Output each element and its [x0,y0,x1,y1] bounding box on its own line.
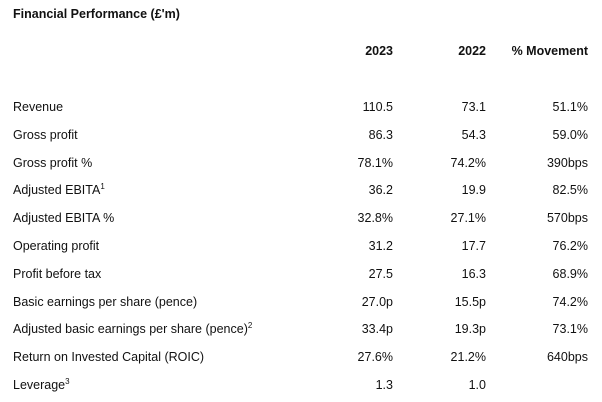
value-2023: 78.1% [357,155,393,170]
column-header-2023: 2023 [365,44,393,58]
value-2022: 19.9 [461,183,486,198]
table-row-leverage: Leverage3 1.3 1.0 [0,374,602,402]
row-label-text: Gross profit % [13,155,93,170]
row-label-text: Profit before tax [13,266,102,281]
value-2022: 54.3 [461,127,486,142]
table-title: Financial Performance (£'m) [13,7,180,21]
value-movement: 76.2% [552,238,588,253]
row-label-text: Gross profit [13,127,78,142]
row-label: Gross profit % [13,156,92,170]
row-label-text: Adjusted EBITA % [13,211,115,226]
value-movement: 74.2% [552,294,588,309]
value-movement: 82.5% [552,183,588,198]
table-row-adjusted-ebita: Adjusted EBITA1 36.2 19.9 82.5% [0,179,602,207]
row-label-text: Return on Invested Capital (ROIC) [13,350,205,365]
value-2023: 1.3 [375,377,393,392]
row-label: Profit before tax [13,267,101,281]
value-2022: 17.7 [461,238,486,253]
row-label: Adjusted EBITA % [13,211,114,225]
value-2023: 33.4p [361,322,393,337]
row-label: Gross profit [13,128,78,142]
value-2022: 16.3 [461,266,486,281]
value-2022: 27.1% [450,211,486,226]
value-movement: 73.1% [552,322,588,337]
value-movement: 51.1% [552,100,588,114]
row-label-text: Adjusted basic earnings per share (pence… [13,322,248,337]
value-2023: 27.5 [368,266,393,281]
table-row-adjusted-basic-eps: Adjusted basic earnings per share (pence… [0,318,602,346]
value-2023: 36.2 [368,183,393,198]
value-2022: 21.2% [450,350,486,365]
table-row-roic: Return on Invested Capital (ROIC) 27.6% … [0,346,602,374]
value-2023: 32.8% [357,211,393,226]
value-movement: 59.0% [552,127,588,142]
value-movement: 570bps [546,211,588,226]
value-2023: 27.6% [357,350,393,365]
table-row-gross-profit-pct: Gross profit % 78.1% 74.2% 390bps [0,152,602,180]
table-row-operating-profit: Operating profit 31.2 17.7 76.2% [0,235,602,263]
value-2022: 19.3p [454,322,486,337]
row-label-text: Leverage [13,377,66,392]
financial-table-body: Revenue 110.5 73.1 51.1% Gross profit 86… [0,96,602,402]
table-row-adjusted-ebita-pct: Adjusted EBITA % 32.8% 27.1% 570bps [0,207,602,235]
row-label-text: Basic earnings per share (pence) [13,294,198,309]
value-2023: 110.5 [362,100,393,114]
row-label-text: Operating profit [13,238,100,253]
value-2023: 27.0p [361,294,393,309]
value-2023: 86.3 [368,127,393,142]
column-header-2022: 2022 [458,44,486,58]
value-movement: 68.9% [552,266,588,281]
row-label: Adjusted EBITA1 [13,182,105,198]
value-movement: 640bps [546,350,588,365]
row-label: Basic earnings per share (pence) [13,295,197,309]
row-label: Adjusted basic earnings per share (pence… [13,321,253,337]
footnote-marker: 2 [247,321,253,331]
value-2022: 74.2% [450,155,486,170]
value-2022: 15.5p [454,294,486,309]
row-label-text: Revenue [13,100,64,114]
footnote-marker: 1 [100,182,105,192]
value-2022: 73.1 [461,100,486,114]
row-label: Return on Invested Capital (ROIC) [13,350,204,364]
value-2023: 31.2 [368,238,393,253]
row-label: Revenue [13,100,63,114]
table-row-gross-profit: Gross profit 86.3 54.3 59.0% [0,124,602,152]
value-2022: 1.0 [468,377,486,392]
row-label: Leverage3 [13,376,70,392]
footnote-marker: 3 [65,376,70,386]
table-row-basic-eps: Basic earnings per share (pence) 27.0p 1… [0,291,602,319]
table-row-profit-before-tax: Profit before tax 27.5 16.3 68.9% [0,263,602,291]
column-header-movement: % Movement [511,44,588,58]
row-label: Operating profit [13,239,99,253]
row-label-text: Adjusted EBITA [13,183,101,198]
table-row-revenue: Revenue 110.5 73.1 51.1% [0,96,602,124]
value-movement: 390bps [546,155,588,170]
